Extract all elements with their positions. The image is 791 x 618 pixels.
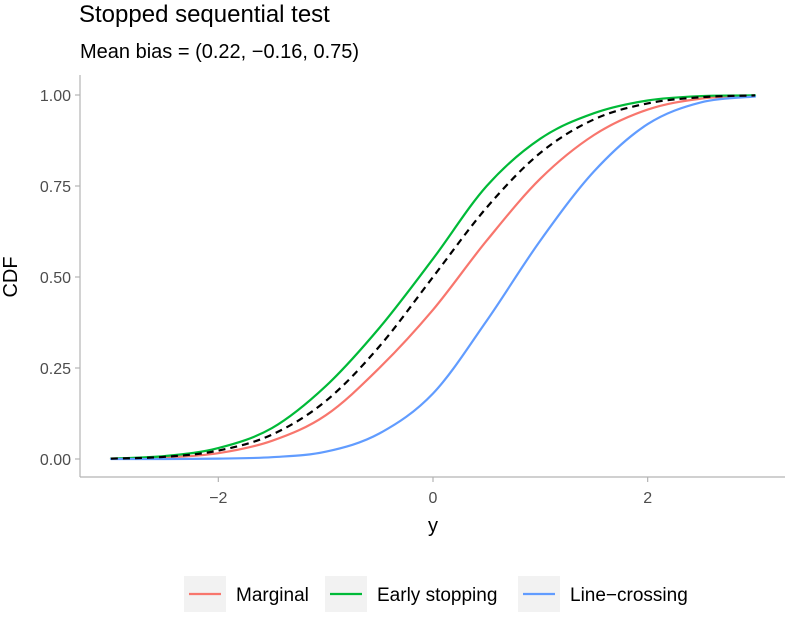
x-ticks: −2 0 2 bbox=[209, 477, 652, 507]
series-layer bbox=[109, 94, 757, 461]
y-tick-label: 1.00 bbox=[40, 88, 71, 105]
axes: 0.00 0.25 0.50 0.75 1.00 −2 0 2 bbox=[40, 75, 785, 507]
series-line-marginal bbox=[109, 94, 757, 460]
legend-label: Early stopping bbox=[377, 585, 497, 606]
x-axis-title: y bbox=[428, 515, 438, 537]
reference-normal-cdf-dashed-line bbox=[110, 94, 756, 460]
series-line-early-stopping bbox=[109, 94, 757, 460]
y-tick-label: 0.25 bbox=[40, 361, 71, 378]
x-tick-label: 0 bbox=[429, 490, 438, 507]
chart-title: Stopped sequential test bbox=[79, 1, 330, 28]
y-axis-title: CDF bbox=[0, 256, 22, 297]
x-tick-label: 2 bbox=[643, 490, 652, 507]
legend-label: Line−crossing bbox=[570, 585, 688, 606]
y-ticks: 0.00 0.25 0.50 0.75 1.00 bbox=[40, 88, 80, 469]
legend-label: Marginal bbox=[236, 585, 309, 606]
chart-subtitle: Mean bias = (0.22, −0.16, 0.75) bbox=[80, 41, 359, 63]
legend: Marginal Early stopping Line−crossing bbox=[184, 576, 688, 612]
x-tick-label: −2 bbox=[209, 490, 227, 507]
y-tick-label: 0.75 bbox=[40, 179, 71, 196]
y-tick-label: 0.00 bbox=[40, 452, 71, 469]
y-tick-label: 0.50 bbox=[40, 270, 71, 287]
series-line-line-crossing bbox=[109, 95, 757, 461]
